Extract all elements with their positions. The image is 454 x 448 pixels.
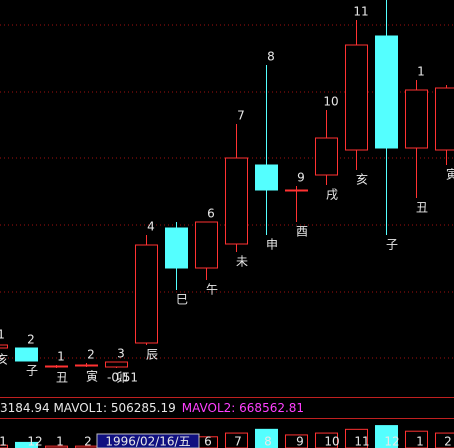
period-number: 8 — [267, 50, 275, 64]
period-branch: 子 — [26, 364, 38, 378]
candle-body — [165, 227, 188, 269]
volume-bar — [0, 444, 8, 448]
date-highlight — [96, 433, 200, 448]
candle-body — [195, 221, 218, 269]
x-tick-label: 12 — [27, 435, 42, 448]
candle-body — [225, 157, 248, 245]
x-tick-label: 2 — [444, 435, 452, 448]
candle-body — [405, 89, 428, 149]
period-branch: 卯 — [116, 371, 128, 385]
period-branch: 申 — [266, 238, 278, 252]
x-tick-label: 10 — [324, 435, 339, 448]
indicator-text: 3184.94 MAVOL1: 506285.19 — [0, 401, 176, 415]
period-number: 4 — [147, 220, 155, 234]
volume-bar — [435, 432, 454, 448]
period-branch: 丑 — [56, 371, 68, 385]
candle-body — [135, 244, 158, 344]
volume-bar — [225, 432, 248, 448]
period-branch: 酉 — [296, 225, 308, 239]
period-branch: 午 — [206, 283, 218, 297]
volume-bar — [375, 425, 398, 448]
candle-body — [315, 137, 338, 176]
period-number: 1 — [57, 350, 65, 364]
candle-body — [75, 364, 98, 367]
x-tick-label: 1 — [0, 435, 7, 448]
x-tick-label: 7 — [234, 435, 242, 448]
period-number: 6 — [207, 207, 215, 221]
x-tick-label: 6 — [204, 435, 212, 448]
x-tick-label: 1 — [416, 435, 424, 448]
candle-body — [45, 365, 68, 368]
period-number: 1 — [0, 328, 5, 342]
volume-bar — [255, 428, 278, 448]
candle-body — [15, 347, 38, 362]
candle-body — [435, 87, 454, 151]
annotation: -0.51 — [107, 371, 138, 385]
period-number: 9 — [297, 171, 305, 185]
period-number: 2 — [27, 333, 35, 347]
period-number: 10 — [323, 95, 338, 109]
candle-body — [345, 44, 368, 151]
x-tick-label: 12 — [384, 435, 399, 448]
period-branch: 未 — [236, 255, 248, 269]
candle-body — [0, 344, 8, 349]
period-branch: 辰 — [146, 348, 158, 362]
period-branch: 丑 — [416, 201, 428, 215]
x-tick-label: 8 — [264, 435, 272, 448]
indicator-text: MAVOL2: 668562.81 — [182, 401, 304, 415]
indicator-line: 3184.94 MAVOL1: 506285.19 MAVOL2: 668562.… — [0, 401, 304, 415]
x-tick-label: 2 — [84, 435, 92, 448]
period-branch: 亥 — [356, 173, 368, 187]
x-tick-label: 1 — [56, 435, 64, 448]
candle-body — [375, 35, 398, 149]
period-number: 1 — [417, 65, 425, 79]
period-branch: 亥 — [0, 353, 8, 367]
period-number: 11 — [353, 5, 368, 19]
x-tick-label: 1996/02/16/五 — [105, 435, 190, 448]
period-branch: 寅 — [446, 167, 454, 182]
period-branch: 子 — [386, 238, 398, 252]
volume-bar — [405, 430, 428, 448]
volume-bar — [345, 428, 368, 448]
period-branch: 寅 — [86, 369, 98, 384]
period-branch: 巳 — [176, 293, 188, 307]
period-number: 3 — [117, 347, 125, 361]
period-number: 2 — [87, 348, 95, 362]
x-tick-label: 11 — [354, 435, 369, 448]
period-number: 7 — [237, 109, 245, 123]
candle-body — [105, 361, 128, 368]
candle-body — [285, 189, 308, 192]
x-tick-label: 9 — [296, 435, 304, 448]
volume-bar — [315, 432, 338, 448]
candle-body — [255, 164, 278, 191]
period-branch: 戌 — [326, 188, 338, 202]
